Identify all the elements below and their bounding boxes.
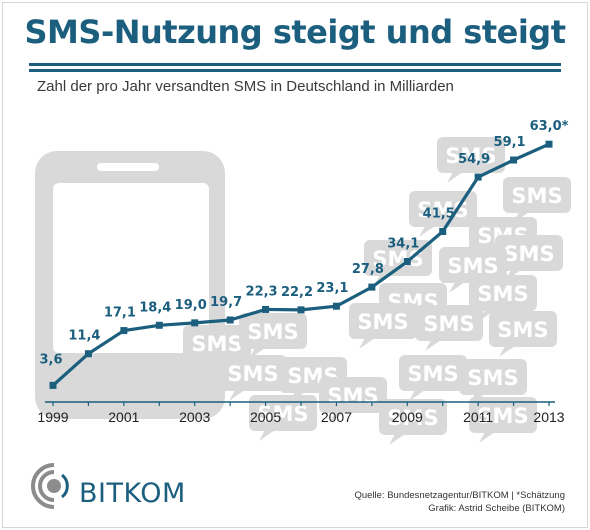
data-label: 18,4 [139, 300, 171, 315]
sms-bubble-icon: SMS [439, 247, 507, 293]
data-point [297, 306, 305, 314]
sms-bubble-icon: SMS [379, 399, 447, 445]
data-point [439, 227, 447, 235]
phone-screen [53, 183, 209, 353]
data-point [368, 283, 376, 291]
sms-bubble-label: SMS [227, 362, 278, 386]
sms-bubble-icon: SMS [459, 359, 527, 405]
data-point [191, 319, 199, 327]
data-markers [49, 140, 553, 389]
data-label: 17,1 [104, 306, 136, 321]
chart-subtitle: Zahl der pro Jahr versandten SMS in Deut… [37, 78, 454, 95]
data-label: 22,3 [246, 284, 278, 299]
sms-bubble-icon: SMS [495, 235, 563, 281]
data-point [120, 327, 128, 335]
sms-bubble-label: SMS [387, 406, 438, 430]
page-title: SMS-Nutzung steigt und steigt [24, 13, 567, 51]
data-point [403, 258, 411, 266]
x-tick-label: 2005 [250, 409, 281, 425]
data-point [474, 173, 482, 181]
sms-bubble-label: SMS [445, 144, 496, 168]
title-divider-bottom [29, 69, 561, 72]
sms-bubble-icon: SMS [489, 311, 557, 357]
x-tick-label: 2001 [108, 409, 139, 425]
data-labels: 3,6 11,4 17,1 18,4 19,0 19,7 22,3 22,2 23,1 27,83… [39, 119, 568, 367]
x-tick-label: 2011 [463, 409, 493, 425]
sms-bubble-icon: SMS [239, 313, 307, 359]
data-point [545, 140, 553, 148]
data-point [332, 302, 340, 310]
sms-bubble-icon: SMS [469, 275, 537, 321]
data-label: 11,4 [68, 329, 100, 344]
data-label: 34,1 [387, 237, 419, 252]
logo-wordmark: BITKOM [79, 478, 186, 509]
x-tick-label: 2007 [321, 409, 352, 425]
data-point [155, 321, 163, 329]
sms-bubble-icon: SMS [437, 137, 505, 183]
data-label: 19,0 [175, 298, 207, 313]
data-point [510, 156, 518, 164]
sms-bubble-icon: SMS [415, 305, 483, 351]
bitkom-logo-icon [31, 463, 69, 509]
x-tick-label: 2003 [179, 409, 210, 425]
data-point [49, 381, 57, 389]
title-divider-top [29, 63, 561, 66]
data-label: 59,1 [494, 135, 526, 150]
sms-bubble-label: SMS [511, 184, 562, 208]
data-label: 41,5 [423, 206, 455, 221]
sms-bubble-label: SMS [247, 320, 298, 344]
source-line: Quelle: Bundesnetzagentur/BITKOM | *Schä… [354, 490, 565, 501]
sms-bubble-icon: SMS [183, 325, 251, 371]
data-label: 3,6 [39, 352, 62, 367]
x-tick-label: 2013 [533, 409, 564, 425]
sms-bubble-label: SMS [447, 254, 498, 278]
sms-bubble-icon: SMS [349, 303, 417, 349]
data-point [262, 305, 270, 313]
sms-bubble-label: SMS [477, 282, 528, 306]
sms-bubble-label: SMS [423, 312, 474, 336]
data-label: 63,0* [530, 119, 569, 134]
data-label: 27,8 [352, 262, 384, 277]
sms-bubble-label: SMS [497, 318, 548, 342]
data-point [226, 316, 234, 324]
sms-bubble-icon: SMS [503, 177, 571, 223]
data-point [84, 350, 92, 358]
sms-bubble-icon: SMS [219, 355, 287, 401]
x-axis-ticks: 1999 2001 2003 2005 2007 2009 2011 2013 [37, 402, 565, 425]
sms-bubble-label: SMS [503, 242, 554, 266]
sms-bubble-label: SMS [467, 366, 518, 390]
phone-speaker [97, 163, 159, 171]
sms-bubble-icon: SMS [399, 355, 467, 401]
x-tick-label: 2009 [392, 409, 423, 425]
sms-bubble-icon: SMS [469, 397, 537, 443]
data-label: 23,1 [316, 281, 348, 296]
credit-line: Grafik: Astrid Scheibe (BITKOM) [428, 503, 565, 514]
data-label: 54,9 [458, 152, 490, 167]
sms-bubble-label: SMS [477, 404, 528, 428]
sms-bubble-label: SMS [327, 384, 378, 408]
sms-bubble-label: SMS [407, 362, 458, 386]
sms-bubble-label: SMS [191, 332, 242, 356]
data-label: 19,7 [210, 295, 242, 310]
x-tick-label: 1999 [37, 409, 68, 425]
source-note: Quelle: Bundesnetzagentur/BITKOM | *Schä… [354, 489, 565, 515]
data-label: 22,2 [281, 285, 313, 300]
sms-bubble-label: SMS [357, 310, 408, 334]
